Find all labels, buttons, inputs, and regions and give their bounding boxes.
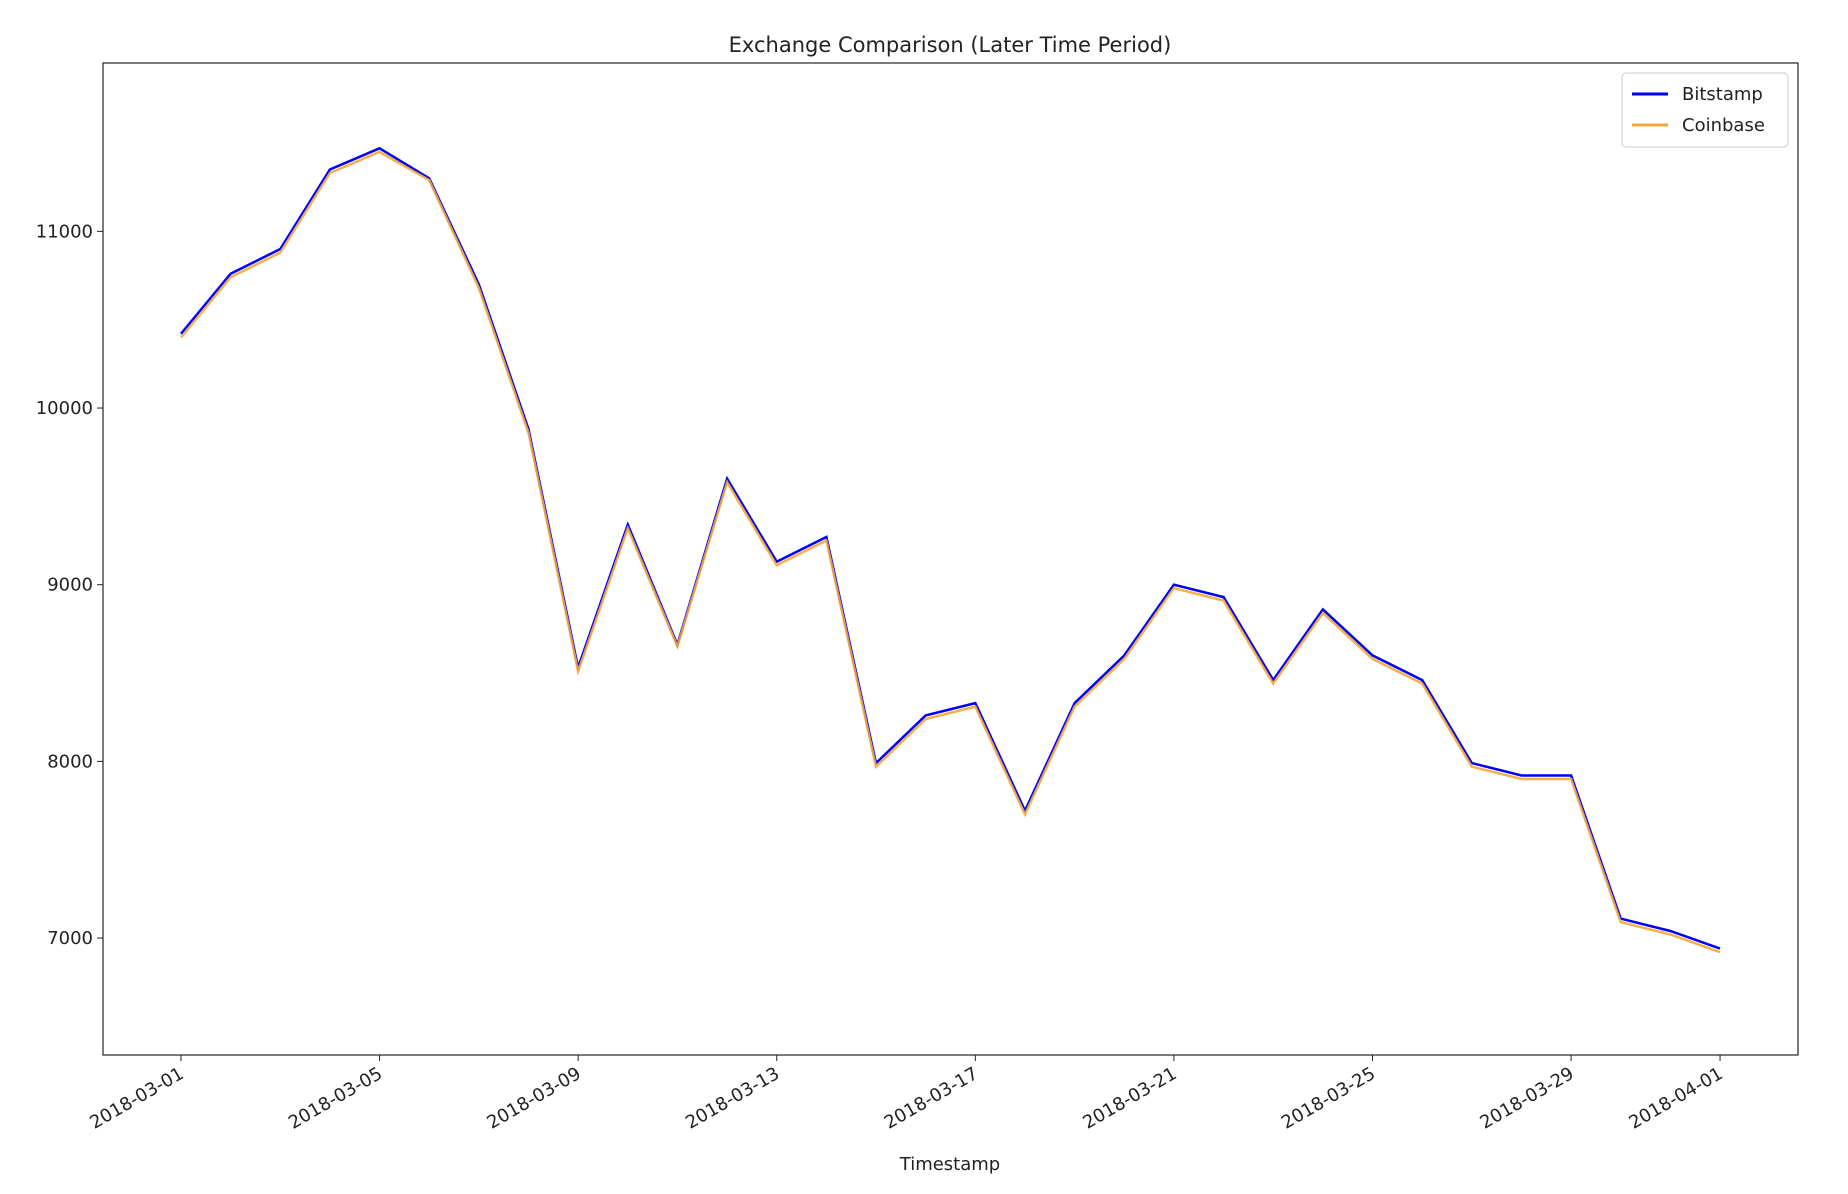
x-tick-label: 2018-03-09: [484, 1063, 585, 1133]
y-tick-label: 7000: [47, 928, 93, 949]
x-tick-label: 2018-03-01: [86, 1063, 187, 1133]
chart-title: Exchange Comparison (Later Time Period): [729, 33, 1172, 57]
series-line: [180, 146, 1721, 950]
x-tick-label: 2018-03-05: [285, 1063, 386, 1133]
x-tick-label: 2018-04-01: [1625, 1063, 1726, 1133]
x-tick-label: 2018-03-21: [1079, 1063, 1180, 1133]
y-tick-label: 9000: [47, 575, 93, 596]
legend-box: [1621, 72, 1789, 148]
series-line: [180, 150, 1721, 954]
y-tick-label: 11000: [36, 221, 93, 242]
x-axis-label: Timestamp: [899, 1154, 1000, 1175]
legend-label: Coinbase: [1682, 115, 1765, 136]
y-tick-label: 10000: [36, 398, 93, 419]
x-tick-label: 2018-03-13: [682, 1063, 783, 1133]
x-tick-label: 2018-03-25: [1278, 1063, 1379, 1133]
x-tick-label: 2018-03-17: [881, 1063, 982, 1133]
x-tick-label: 2018-03-29: [1477, 1063, 1578, 1133]
y-tick-label: 8000: [47, 751, 93, 772]
legend-label: Bitstamp: [1682, 84, 1763, 105]
plot-frame: [102, 62, 1799, 1056]
